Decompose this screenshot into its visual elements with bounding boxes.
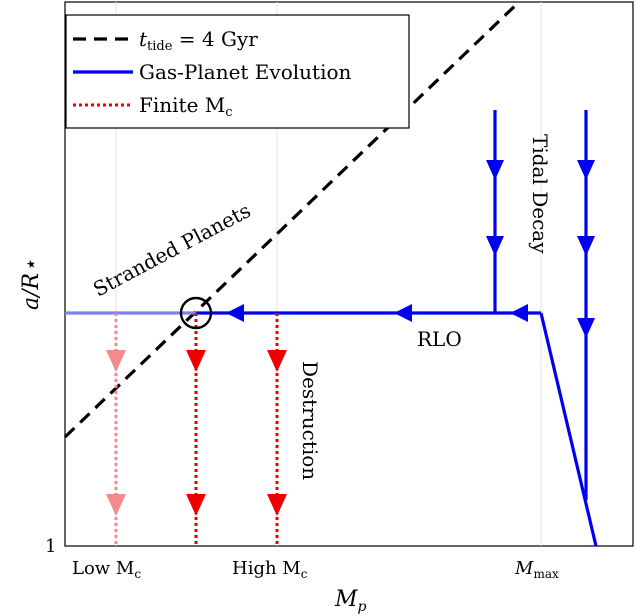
red-arrow-down-icon — [267, 350, 287, 372]
destruction-label: Destruction — [298, 361, 322, 480]
ytick-label: 1 — [45, 536, 56, 557]
legend-gas-label: Gas-Planet Evolution — [139, 60, 352, 84]
legend-box — [65, 14, 410, 129]
arrow-down-icon — [486, 236, 504, 256]
xtick-high-mc: High Mc — [232, 558, 308, 581]
red-arrow-down-icon — [106, 350, 126, 372]
red-arrow-down-icon — [186, 350, 206, 372]
intersection-circle — [179, 296, 213, 330]
xtick-low-mc: Low Mc — [72, 558, 141, 581]
legend-finite-label: Finite Mc — [139, 93, 233, 120]
x-axis-label: Mp — [334, 587, 367, 615]
legend-tide-label: ttide = 4 Gyr — [139, 27, 258, 54]
arrow-down-icon — [577, 318, 595, 338]
arrow-left-icon — [226, 304, 244, 322]
legend: ttide = 4 Gyr Gas-Planet Evolution Finit… — [65, 14, 410, 129]
red-arrow-down-icon — [186, 494, 206, 516]
arrow-down-icon — [577, 236, 595, 256]
arrow-left-icon — [394, 304, 412, 322]
arrow-left-icon — [510, 304, 528, 322]
evolution-drop-line — [539, 312, 598, 547]
tidal-decay-label: Tidal Decay — [528, 134, 552, 254]
red-arrow-down-icon — [106, 494, 126, 516]
arrow-down-icon — [577, 160, 595, 180]
y-axis-label: a/R⋆ — [19, 259, 44, 310]
red-arrow-down-icon — [267, 494, 287, 516]
xtick-mmax: Mmax — [514, 558, 559, 581]
arrow-down-icon — [486, 160, 504, 180]
rlo-label: RLO — [417, 327, 462, 351]
